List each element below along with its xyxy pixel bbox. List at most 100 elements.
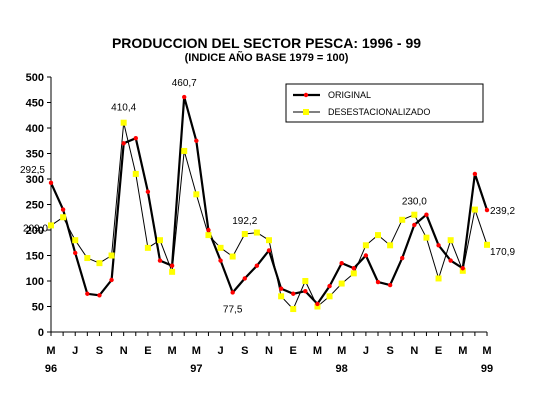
x-tick-label: S [386, 345, 393, 357]
x-tick-label: M [458, 345, 467, 357]
x-tick-label: N [410, 345, 418, 357]
series-original-point [327, 283, 332, 289]
series-desestacionalizado-point [217, 244, 224, 251]
series-desestacionalizado-point [132, 170, 139, 177]
series-desestacionalizado-point [278, 293, 285, 300]
series-original-point [85, 291, 90, 296]
series-desestacionalizado-point [423, 234, 430, 241]
x-tick-label: M [168, 345, 177, 357]
series-original-point [133, 136, 138, 141]
series-desestacionalizado-point [387, 242, 394, 249]
series-desestacionalizado-point [253, 229, 260, 236]
series-desestacionalizado-point [302, 278, 309, 284]
data-label: 209,0 [23, 223, 48, 234]
data-label: 292,5 [20, 165, 45, 176]
series-desestacionalizado-point [181, 147, 188, 154]
legend-label: ORIGINAL [328, 90, 371, 100]
series-original-point [436, 243, 441, 248]
series-original-point [109, 277, 114, 283]
series-desestacionalizado-point [241, 230, 248, 237]
series-desestacionalizado-point [60, 214, 67, 221]
x-tick-label: M [482, 345, 491, 357]
series-desestacionalizado-point [193, 191, 200, 198]
series-original-point [351, 266, 356, 271]
legend-box [285, 83, 484, 123]
series-original-point [182, 94, 187, 100]
x-tick-label: N [120, 345, 128, 357]
series-desestacionalizado-point [169, 268, 176, 275]
series-original-point [157, 258, 163, 263]
y-tick-label: 50 [32, 302, 44, 314]
series-original-point [484, 207, 490, 213]
axes: 0 50 100 150 200 250 300 350 400 450 500 M 96 J S N E M M 9… [26, 72, 493, 375]
series-desestacionalizado-point [314, 303, 321, 310]
series-desestacionalizado-point [459, 267, 466, 274]
legend-marker [303, 92, 309, 98]
series-original-point [73, 250, 78, 256]
series-original-point [97, 293, 102, 298]
x-tick-label: M [46, 345, 55, 357]
x-tick-label: M [313, 345, 322, 357]
y-tick-label: 350 [26, 149, 44, 161]
chart-subtitle: (INDICE AÑO BASE 1979 = 100) [184, 52, 349, 64]
y-tick-label: 250 [26, 200, 44, 212]
series-original-point [230, 290, 235, 295]
series-desestacionalizado-point [144, 244, 151, 251]
series-original-point [400, 255, 405, 261]
x-tick-label: J [217, 345, 223, 357]
x-tick-label: S [241, 345, 248, 357]
x-tick-label: E [290, 345, 297, 357]
series-original-point [412, 222, 417, 228]
x-tick-year-label: 96 [45, 363, 57, 375]
series-desestacionalizado-point [229, 253, 236, 260]
y-tick-label: 0 [38, 327, 44, 339]
data-label: 460,7 [172, 78, 197, 89]
series-original-point [169, 263, 175, 268]
x-tick-label: N [265, 345, 273, 357]
series-desestacionalizado-point [72, 237, 79, 244]
y-tick-label: 400 [26, 123, 44, 135]
data-label: 410,4 [111, 103, 136, 114]
series-desestacionalizado-point [375, 232, 381, 239]
series-desestacionalizado-point [484, 241, 490, 248]
annotations-layer: 292,5 209,0 410,4 460,7 192,2 77,5 230,0 239,2 1… [20, 78, 515, 315]
x-tick-label: M [337, 345, 346, 357]
series-original-point [206, 227, 211, 233]
series-desestacionalizado-point [399, 216, 406, 223]
x-tick-year-label: 98 [336, 363, 348, 375]
series-original-point [315, 301, 320, 307]
series-original-point [291, 291, 296, 296]
series-original-point [194, 138, 199, 143]
series-original-point [424, 212, 429, 217]
y-tick-label: 200 [26, 225, 44, 237]
series-desestacionalizado-point [290, 306, 297, 313]
series-original-point [387, 282, 393, 288]
series-original-point [266, 248, 272, 253]
series-original-point [145, 189, 151, 194]
series-desestacionalizado-point [96, 260, 103, 267]
series-desestacionalizado-point [48, 222, 54, 229]
series-layer [48, 94, 490, 313]
y-tick-label: 500 [26, 72, 44, 84]
chart-title: PRODUCCION DEL SECTOR PESCA: 1996 - 99 [111, 35, 422, 51]
series-original-point [278, 286, 284, 291]
x-tick-label: E [144, 345, 151, 357]
x-tick-label: J [72, 345, 78, 357]
data-label: 77,5 [223, 304, 243, 315]
data-label: 230,0 [402, 197, 427, 208]
data-label: 239,2 [490, 206, 515, 217]
series-original-point [375, 279, 381, 285]
series-desestacionalizado-point [84, 255, 91, 262]
series-original-point [339, 260, 344, 266]
x-tick-label: E [435, 345, 442, 357]
series-desestacionalizado-point [157, 237, 163, 244]
series-desestacionalizado-point [205, 232, 212, 239]
series-original-point [48, 180, 54, 186]
legend: ORIGINAL DESESTACIONALIZADO [285, 83, 484, 123]
y-tick-label: 100 [26, 276, 44, 288]
series-desestacionalizado-point [108, 252, 115, 259]
series-desestacionalizado-point [447, 237, 454, 244]
x-tick-label: M [192, 345, 201, 357]
